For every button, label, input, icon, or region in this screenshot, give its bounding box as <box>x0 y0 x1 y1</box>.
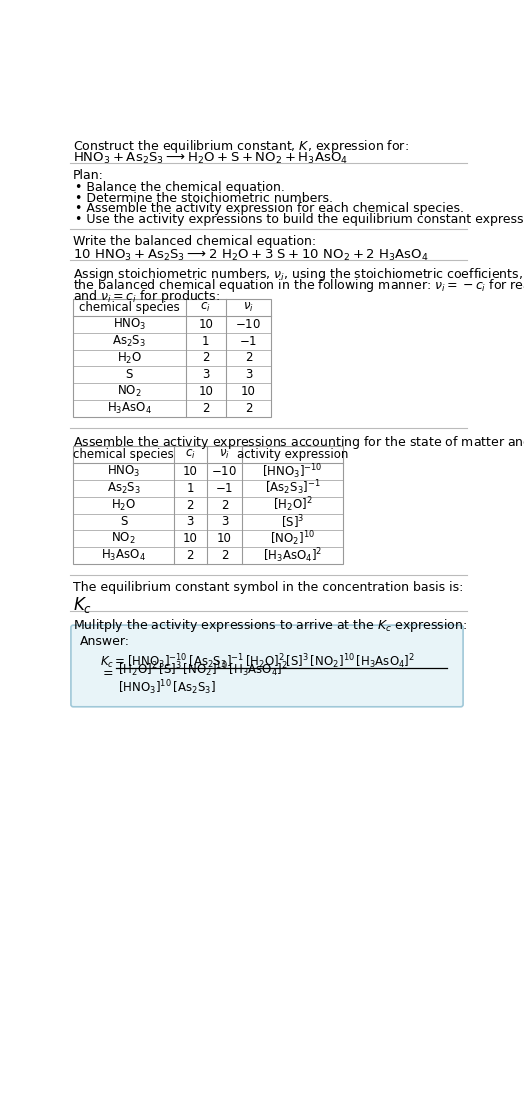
Text: 3: 3 <box>202 368 210 382</box>
Text: $\mathrm{H_2O}$: $\mathrm{H_2O}$ <box>111 497 136 513</box>
Text: $\nu_i$: $\nu_i$ <box>243 301 254 313</box>
Text: $\mathrm{NO_2}$: $\mathrm{NO_2}$ <box>111 532 136 546</box>
Text: • Assemble the activity expression for each chemical species.: • Assemble the activity expression for e… <box>75 203 464 215</box>
Text: activity expression: activity expression <box>237 448 348 461</box>
Text: $\mathrm{As_2S_3}$: $\mathrm{As_2S_3}$ <box>113 333 146 349</box>
Text: $\mathrm{HNO_3}$: $\mathrm{HNO_3}$ <box>113 317 146 332</box>
Text: $K_c$: $K_c$ <box>73 596 92 615</box>
Text: $[\mathrm{HNO_3}]^{-10}$: $[\mathrm{HNO_3}]^{-10}$ <box>263 462 323 481</box>
Text: Assign stoichiometric numbers, $\nu_i$, using the stoichiometric coefficients, $: Assign stoichiometric numbers, $\nu_i$, … <box>73 266 524 283</box>
Text: Write the balanced chemical equation:: Write the balanced chemical equation: <box>73 235 316 248</box>
Text: 10: 10 <box>199 318 213 331</box>
Text: $\mathrm{10\ HNO_3 + As_2S_3 \longrightarrow 2\ H_2O + 3\ S + 10\ NO_2 + 2\ H_3A: $\mathrm{10\ HNO_3 + As_2S_3 \longrighta… <box>73 248 429 263</box>
Text: $-1$: $-1$ <box>239 334 257 347</box>
Text: $-1$: $-1$ <box>215 482 234 494</box>
Text: 3: 3 <box>187 515 194 528</box>
Text: $-10$: $-10$ <box>211 464 237 478</box>
Text: 10: 10 <box>241 385 256 398</box>
Text: Construct the equilibrium constant, $K$, expression for:: Construct the equilibrium constant, $K$,… <box>73 138 409 154</box>
Text: Mulitply the activity expressions to arrive at the $K_c$ expression:: Mulitply the activity expressions to arr… <box>73 617 467 634</box>
Text: • Balance the chemical equation.: • Balance the chemical equation. <box>75 181 285 194</box>
Text: $c_i$: $c_i$ <box>185 448 195 461</box>
Text: $\mathrm{HNO_3}$: $\mathrm{HNO_3}$ <box>107 463 140 479</box>
Text: 1: 1 <box>202 334 210 347</box>
Text: 2: 2 <box>221 499 228 512</box>
Text: chemical species: chemical species <box>73 448 174 461</box>
Text: 10: 10 <box>183 533 198 545</box>
Text: $\mathrm{H_3AsO_4}$: $\mathrm{H_3AsO_4}$ <box>101 548 146 564</box>
Text: 2: 2 <box>202 403 210 416</box>
Text: $\mathrm{H_3AsO_4}$: $\mathrm{H_3AsO_4}$ <box>107 401 152 416</box>
Text: and $\nu_i = c_i$ for products:: and $\nu_i = c_i$ for products: <box>73 288 220 304</box>
Bar <box>73 446 343 565</box>
Text: 3: 3 <box>221 515 228 528</box>
Text: $[\mathrm{HNO_3}]^{10}\,[\mathrm{As_2S_3}]$: $[\mathrm{HNO_3}]^{10}\,[\mathrm{As_2S_3… <box>118 678 216 697</box>
Text: • Determine the stoichiometric numbers.: • Determine the stoichiometric numbers. <box>75 192 333 205</box>
Text: $[\mathrm{S}]^{3}$: $[\mathrm{S}]^{3}$ <box>281 513 304 531</box>
Text: 3: 3 <box>245 368 252 382</box>
Text: $\mathrm{HNO_3 + As_2S_3 \longrightarrow H_2O + S + NO_2 + H_3AsO_4}$: $\mathrm{HNO_3 + As_2S_3 \longrightarrow… <box>73 151 348 165</box>
Text: $[\mathrm{H_2O}]^{2}$: $[\mathrm{H_2O}]^{2}$ <box>273 495 312 514</box>
Text: $-10$: $-10$ <box>235 318 261 331</box>
Text: 10: 10 <box>183 464 198 478</box>
Text: chemical species: chemical species <box>79 301 180 313</box>
Text: $\mathrm{NO_2}$: $\mathrm{NO_2}$ <box>117 384 141 399</box>
Text: 2: 2 <box>187 499 194 512</box>
Text: Plan:: Plan: <box>73 170 104 182</box>
Text: 10: 10 <box>199 385 213 398</box>
Text: $\nu_i$: $\nu_i$ <box>219 448 230 461</box>
Text: $[\mathrm{NO_2}]^{10}$: $[\mathrm{NO_2}]^{10}$ <box>270 529 315 548</box>
Text: 1: 1 <box>187 482 194 494</box>
Text: Assemble the activity expressions accounting for the state of matter and $\nu_i$: Assemble the activity expressions accoun… <box>73 435 524 451</box>
Text: 2: 2 <box>202 352 210 364</box>
Text: the balanced chemical equation in the following manner: $\nu_i = -c_i$ for react: the balanced chemical equation in the fo… <box>73 277 524 295</box>
Text: • Use the activity expressions to build the equilibrium constant expression.: • Use the activity expressions to build … <box>75 213 524 226</box>
Text: 2: 2 <box>221 549 228 563</box>
Text: $[\mathrm{As_2S_3}]^{-1}$: $[\mathrm{As_2S_3}]^{-1}$ <box>265 479 320 497</box>
Text: $c_i$: $c_i$ <box>200 301 211 313</box>
Text: $[\mathrm{H_3AsO_4}]^{2}$: $[\mathrm{H_3AsO_4}]^{2}$ <box>263 546 322 565</box>
Bar <box>73 299 271 417</box>
Text: 2: 2 <box>245 352 252 364</box>
FancyBboxPatch shape <box>71 625 463 707</box>
Text: $\mathrm{As_2S_3}$: $\mathrm{As_2S_3}$ <box>107 481 140 495</box>
Text: Answer:: Answer: <box>80 635 129 649</box>
Text: S: S <box>126 368 133 382</box>
Text: 2: 2 <box>245 403 252 416</box>
Text: $K_c = [\mathrm{HNO_3}]^{-10}\,[\mathrm{As_2S_3}]^{-1}\,[\mathrm{H_2O}]^{2}\,[\m: $K_c = [\mathrm{HNO_3}]^{-10}\,[\mathrm{… <box>101 652 416 671</box>
Text: 2: 2 <box>187 549 194 563</box>
Text: $\mathrm{H_2O}$: $\mathrm{H_2O}$ <box>117 351 142 365</box>
Text: S: S <box>120 515 127 528</box>
Text: $=$: $=$ <box>101 665 114 678</box>
Text: 10: 10 <box>217 533 232 545</box>
Text: $[\mathrm{H_2O}]^{2}\,[\mathrm{S}]^{3}\,[\mathrm{NO_2}]^{10}\,[\mathrm{H_3AsO_4}: $[\mathrm{H_2O}]^{2}\,[\mathrm{S}]^{3}\,… <box>118 660 288 678</box>
Text: The equilibrium constant symbol in the concentration basis is:: The equilibrium constant symbol in the c… <box>73 581 464 595</box>
